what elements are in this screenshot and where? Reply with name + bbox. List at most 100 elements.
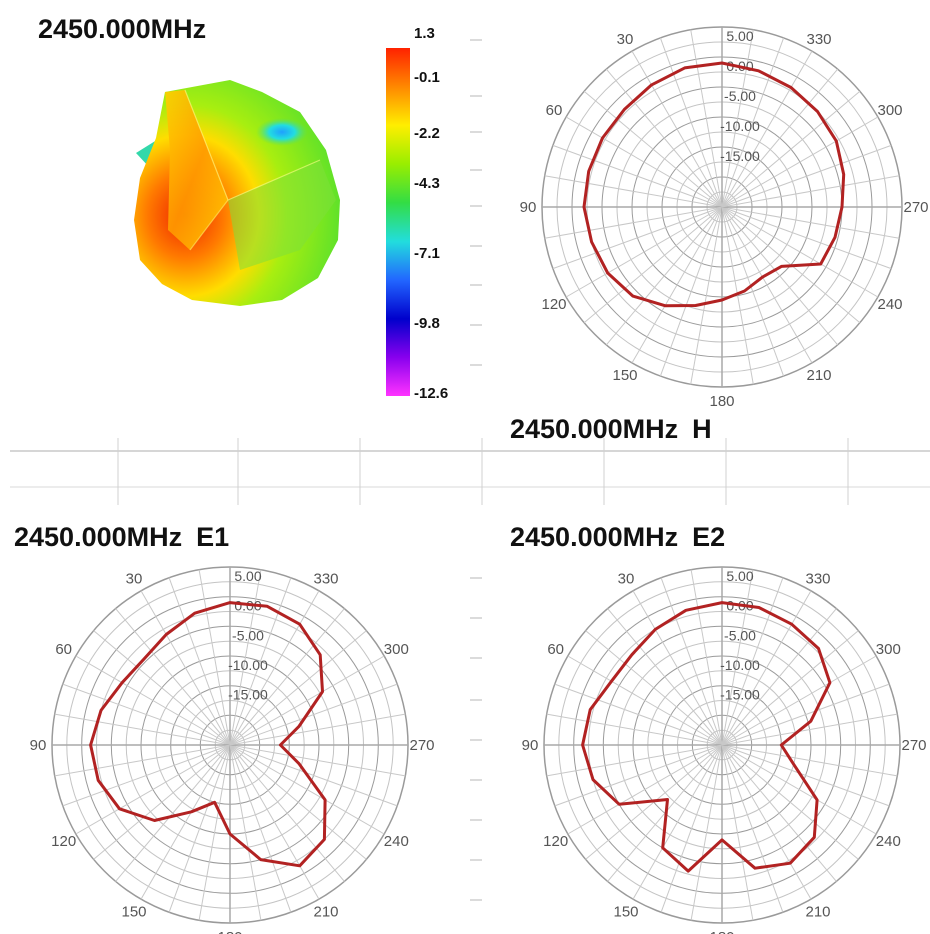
polar-radial-label: 5.00 [234, 568, 261, 584]
polar-spoke [721, 655, 877, 746]
polar-spoke [115, 608, 231, 746]
chart-e2-title: 2450.000MHz E2 [510, 522, 725, 553]
polar-radial-label: -5.00 [232, 627, 264, 643]
polar-spoke [721, 744, 784, 913]
polar-angle-label: 120 [541, 296, 566, 313]
polar-spoke [721, 50, 813, 208]
polar-spoke [690, 744, 723, 921]
polar-spoke [585, 630, 723, 746]
polar-spoke [567, 655, 723, 746]
polar-angle-label: 150 [613, 903, 638, 920]
polar-spoke [544, 175, 723, 208]
polar-spoke [721, 206, 839, 346]
polar-angle-label: 240 [384, 833, 409, 850]
polar-spoke [229, 655, 385, 746]
polar-spoke [544, 206, 723, 239]
polar-spoke [721, 683, 890, 746]
chart-h-title: 2450.000MHz H [510, 414, 712, 445]
polar-angle-label: 210 [313, 903, 338, 920]
pattern3d-title: 2450.000MHz [38, 14, 207, 44]
polar-spoke [198, 569, 231, 746]
polar-spoke [605, 68, 723, 208]
polar-spoke [93, 744, 231, 860]
polar-spoke [168, 744, 231, 913]
polar-radial-label: -5.00 [724, 627, 756, 643]
polar-angle-label: 120 [543, 833, 568, 850]
polar-spoke [583, 90, 723, 208]
polar-spoke [229, 744, 292, 913]
polar-angle-label: 90 [30, 737, 47, 754]
polar-spoke [632, 744, 723, 900]
polar-spoke [721, 590, 812, 746]
polar-angle-label: 60 [55, 641, 72, 658]
chart-e2-title-suffix: E2 [692, 522, 726, 552]
chart-e1-title-freq: 2450.000MHz [14, 522, 183, 552]
polar-angle-label: 300 [876, 641, 901, 658]
polar-spoke [721, 630, 859, 746]
polar-spoke [554, 744, 723, 807]
chart-h-title-suffix: H [692, 414, 712, 444]
polar-radial-label: 5.00 [726, 28, 753, 44]
polar-spoke [229, 744, 398, 807]
polar-spoke [721, 569, 754, 746]
polar-spoke [229, 744, 345, 882]
polar-spoke [721, 744, 812, 900]
polar-spoke [605, 206, 723, 346]
polar-spoke [229, 577, 292, 746]
polar-spoke [659, 37, 723, 208]
polar-trace [581, 601, 832, 873]
polar-spoke [721, 206, 785, 377]
polar-radial-label: -10.00 [720, 118, 760, 134]
polar-spoke [660, 744, 723, 913]
polar-spoke [229, 608, 345, 746]
polar-spoke [721, 144, 892, 208]
polar-radial-label: -10.00 [228, 657, 268, 673]
polar-radial-label: -15.00 [720, 148, 760, 164]
colorbar-tick-label: -0.1 [414, 69, 440, 86]
polar-angle-label: 330 [806, 31, 831, 48]
polar-spoke [565, 206, 723, 298]
colorbar-tick-label: -2.2 [414, 125, 440, 142]
polar-spoke [75, 744, 231, 835]
polar-angle-label: 180 [709, 393, 734, 410]
polar-angle-label: 330 [313, 571, 338, 588]
polar-spoke [54, 744, 231, 777]
polar-spoke [721, 206, 900, 239]
polar-angle-label: 270 [409, 737, 434, 754]
polar-spoke [93, 630, 231, 746]
polar-spoke [552, 144, 723, 208]
chart-e1-title: 2450.000MHz E1 [14, 522, 229, 553]
polar-spoke [721, 744, 754, 921]
polar-spoke [721, 116, 879, 208]
polar-spoke [690, 206, 723, 385]
colorbar-tick-label: -7.1 [414, 245, 440, 262]
polar-angle-label: 60 [546, 102, 563, 119]
polar-spoke [721, 68, 839, 208]
polar-spoke [607, 608, 723, 746]
polar-spoke [552, 206, 723, 270]
polar-spoke [229, 630, 367, 746]
polar-chart-2: 3033060300902701202401502101805.000.00-5… [522, 566, 927, 934]
polar-radial-label: -15.00 [720, 687, 760, 703]
polar-angle-label: 240 [876, 833, 901, 850]
polar-angle-label: 60 [547, 641, 564, 658]
colorbar-tick-label: -4.3 [414, 175, 440, 192]
polar-spoke [75, 655, 231, 746]
polar-spoke [659, 206, 723, 377]
polar-angle-label: 330 [805, 571, 830, 588]
polar-spoke [721, 37, 785, 208]
polar-angle-label: 240 [877, 296, 902, 313]
polar-spoke [721, 29, 754, 208]
polar-spoke [115, 744, 231, 882]
colorbar-tick-label: -9.8 [414, 315, 440, 332]
polar-angle-label: 30 [617, 31, 634, 48]
polar-spoke [690, 569, 723, 746]
polar-spoke [62, 744, 231, 807]
polar-spoke [632, 590, 723, 746]
polar-radial-label: 5.00 [726, 568, 753, 584]
pattern3d-face [165, 90, 228, 250]
polar-spoke [721, 608, 837, 746]
polar-radial-label: -5.00 [724, 88, 756, 104]
